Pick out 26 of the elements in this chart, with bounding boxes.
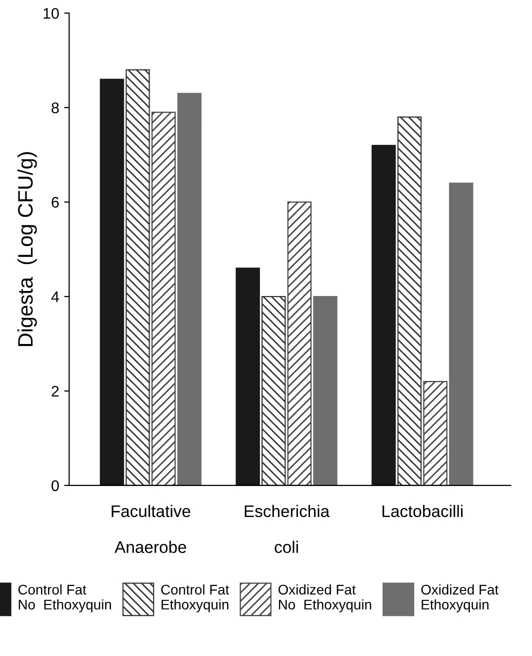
- bar: [151, 112, 176, 486]
- y-tick-label: 0: [52, 480, 59, 492]
- bar: [397, 116, 422, 486]
- y-tick-label: 2: [52, 386, 59, 397]
- legend-label: Oxidized Fat No Ethoxyquin: [278, 584, 372, 612]
- bar: [236, 268, 260, 486]
- y-tick-label: 4: [51, 292, 59, 302]
- bar: [262, 296, 286, 486]
- bar: [177, 92, 202, 486]
- legend-label: Control Fat Ethoxyquin: [161, 584, 230, 612]
- y-tick-label: 8: [52, 102, 59, 114]
- y-tick-label: 6: [52, 196, 59, 208]
- y-tick-label: 10: [44, 8, 59, 19]
- legend-label: Control Fat No Ethoxyquin: [18, 584, 111, 612]
- bar: [287, 201, 312, 486]
- bar: [372, 144, 396, 486]
- legend-label: Oxidized Fat Ethoxyquin: [421, 584, 498, 612]
- y-axis-title: Digesta (Log CFU/g): [17, 152, 37, 346]
- bar: [423, 380, 448, 486]
- bar: [313, 296, 338, 486]
- category-label: Facultative Anaerobe: [112, 504, 190, 554]
- x-tick-label: Lactobacilli: [382, 504, 463, 518]
- bar: [126, 69, 150, 486]
- bar: [100, 78, 124, 486]
- bar: [449, 182, 474, 486]
- category-label: Escherichia coli: [244, 504, 330, 554]
